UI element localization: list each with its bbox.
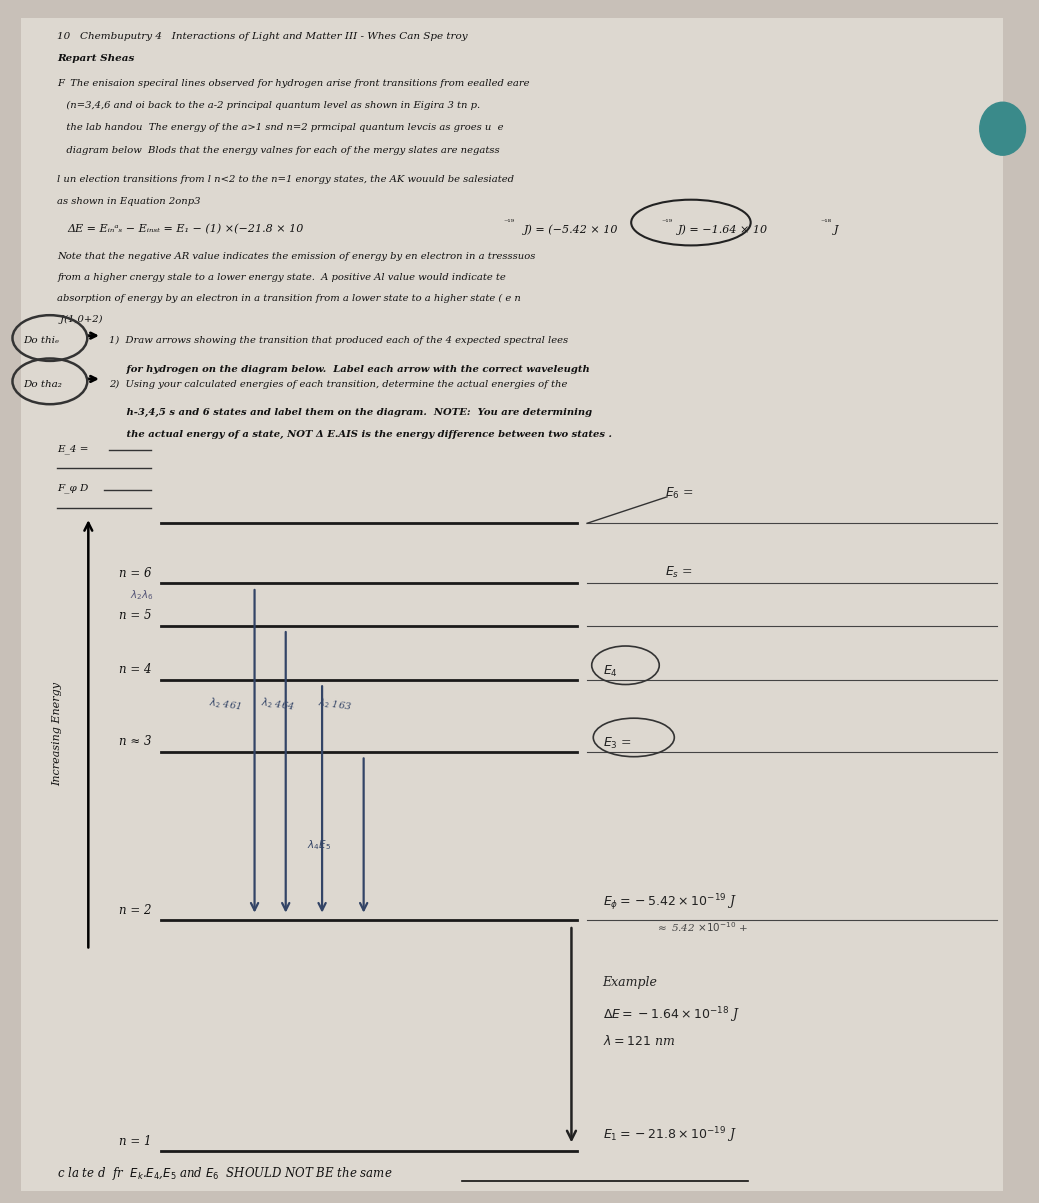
Text: $\lambda_2$ 163: $\lambda_2$ 163 — [317, 695, 352, 713]
Text: $\lambda_2$ 461: $\lambda_2$ 461 — [208, 695, 242, 713]
Text: $E_s$ =: $E_s$ = — [665, 565, 693, 580]
Text: $\approx$ 5.42 $\times 10^{-10}$ +: $\approx$ 5.42 $\times 10^{-10}$ + — [655, 920, 747, 935]
Text: n = 4: n = 4 — [119, 663, 152, 676]
Text: (n=3,4,6 and oi back to the a-2 principal quantum level as shown in Eigira 3 tn : (n=3,4,6 and oi back to the a-2 principa… — [57, 101, 480, 109]
Text: $E_3$ =: $E_3$ = — [603, 736, 632, 751]
Text: $E_\phi = -5.42 \times 10^{-19}$ J: $E_\phi = -5.42 \times 10^{-19}$ J — [603, 893, 737, 913]
Text: Note that the negative AR value indicates the emission of energy by en electron : Note that the negative AR value indicate… — [57, 253, 535, 261]
Text: for hydrogen on the diagram below.  Label each arrow with the correct waveleugth: for hydrogen on the diagram below. Label… — [109, 366, 590, 374]
Text: $E_6$ =: $E_6$ = — [665, 486, 694, 500]
Text: J) = −1.64 × 10: J) = −1.64 × 10 — [677, 224, 768, 235]
Text: n = 6: n = 6 — [119, 567, 152, 580]
FancyBboxPatch shape — [21, 18, 1003, 1191]
Text: E_4 =: E_4 = — [57, 444, 88, 454]
Text: Example: Example — [603, 977, 658, 989]
Text: $\lambda_2$ 464: $\lambda_2$ 464 — [260, 695, 295, 713]
Text: $\lambda_4 E_5$: $\lambda_4 E_5$ — [307, 838, 330, 852]
Text: as shown in Equation 2onp3: as shown in Equation 2onp3 — [57, 197, 201, 206]
Text: $\Delta E = -1.64 \times 10^{-18}$ J: $\Delta E = -1.64 \times 10^{-18}$ J — [603, 1005, 740, 1025]
Text: n ≈ 3: n ≈ 3 — [119, 735, 152, 748]
Text: the lab handou  The energy of the a>1 snd n=2 prmcipal quantum levcis as groes u: the lab handou The energy of the a>1 snd… — [57, 124, 504, 132]
Text: n = 1: n = 1 — [119, 1134, 152, 1148]
Text: Increasing Energy: Increasing Energy — [52, 682, 62, 786]
Text: diagram below  Blods that the energy valnes for each of the mergy slates are neg: diagram below Blods that the energy valn… — [57, 146, 500, 154]
Text: the actual energy of a state, NOT Δ E.AIS is the energy difference between two s: the actual energy of a state, NOT Δ E.AI… — [109, 431, 612, 439]
Text: h-3,4,5 s and 6 states and label them on the diagram.  NOTE:  You are determinin: h-3,4,5 s and 6 states and label them on… — [109, 409, 592, 417]
Text: 10   Chembuputry 4   Interactions of Light and Matter III - Whes Can Spe troy: 10 Chembuputry 4 Interactions of Light a… — [57, 32, 468, 41]
Text: n = 2: n = 2 — [119, 903, 152, 917]
Text: Repart Sheas: Repart Sheas — [57, 54, 134, 63]
Text: J: J — [834, 225, 838, 235]
Text: $\lambda_2 \lambda_6$: $\lambda_2 \lambda_6$ — [130, 588, 154, 603]
Text: 2)  Using your calculated energies of each transition, determine the actual ener: 2) Using your calculated energies of eac… — [109, 379, 567, 389]
Text: ΔE = Eᵢₙᵃₛ − Eᵢₙₛₜ = E₁ − (1) ×(−21.8 × 10: ΔE = Eᵢₙᵃₛ − Eᵢₙₛₜ = E₁ − (1) ×(−21.8 × … — [68, 224, 304, 235]
Text: c la te d  fr  $E_k$.$E_4$,$E_5$ and $E_6$  SHOULD NOT BE the same: c la te d fr $E_k$.$E_4$,$E_5$ and $E_6$… — [57, 1165, 393, 1181]
Text: $E_1 = -21.8 \times 10^{-19}$ J: $E_1 = -21.8 \times 10^{-19}$ J — [603, 1125, 737, 1145]
Text: from a higher cnergy stale to a lower energy state.  A positive Al value would i: from a higher cnergy stale to a lower en… — [57, 273, 506, 282]
Text: l un election transitions from l n<2 to the n=1 enorgy states, the AK wouuld be : l un election transitions from l n<2 to … — [57, 176, 514, 184]
Text: $\lambda = 121$ nm: $\lambda = 121$ nm — [603, 1035, 674, 1048]
Text: ⁻¹⁹: ⁻¹⁹ — [662, 219, 673, 227]
Text: ⁻¹⁸: ⁻¹⁸ — [821, 219, 832, 227]
Text: absorption of energy by an electron in a transition from a lower state to a high: absorption of energy by an electron in a… — [57, 294, 521, 303]
Text: J) = (−5.42 × 10: J) = (−5.42 × 10 — [524, 224, 618, 235]
Text: $E_4$: $E_4$ — [603, 664, 617, 678]
Text: ⁻¹⁹: ⁻¹⁹ — [504, 219, 515, 227]
Text: J(1,0+2): J(1,0+2) — [57, 315, 103, 324]
Text: F_φ D: F_φ D — [57, 484, 88, 493]
Text: 1)  Draw arrows showing the transition that produced each of the 4 expected spec: 1) Draw arrows showing the transition th… — [109, 336, 568, 345]
Text: n = 5: n = 5 — [119, 609, 152, 622]
Text: F  The enisaion speciral lines observed for hydrogen arise front transitions fro: F The enisaion speciral lines observed f… — [57, 79, 530, 88]
Text: Do tha₂: Do tha₂ — [23, 380, 61, 389]
Text: Do thiₑ: Do thiₑ — [23, 337, 59, 345]
Circle shape — [980, 102, 1025, 155]
